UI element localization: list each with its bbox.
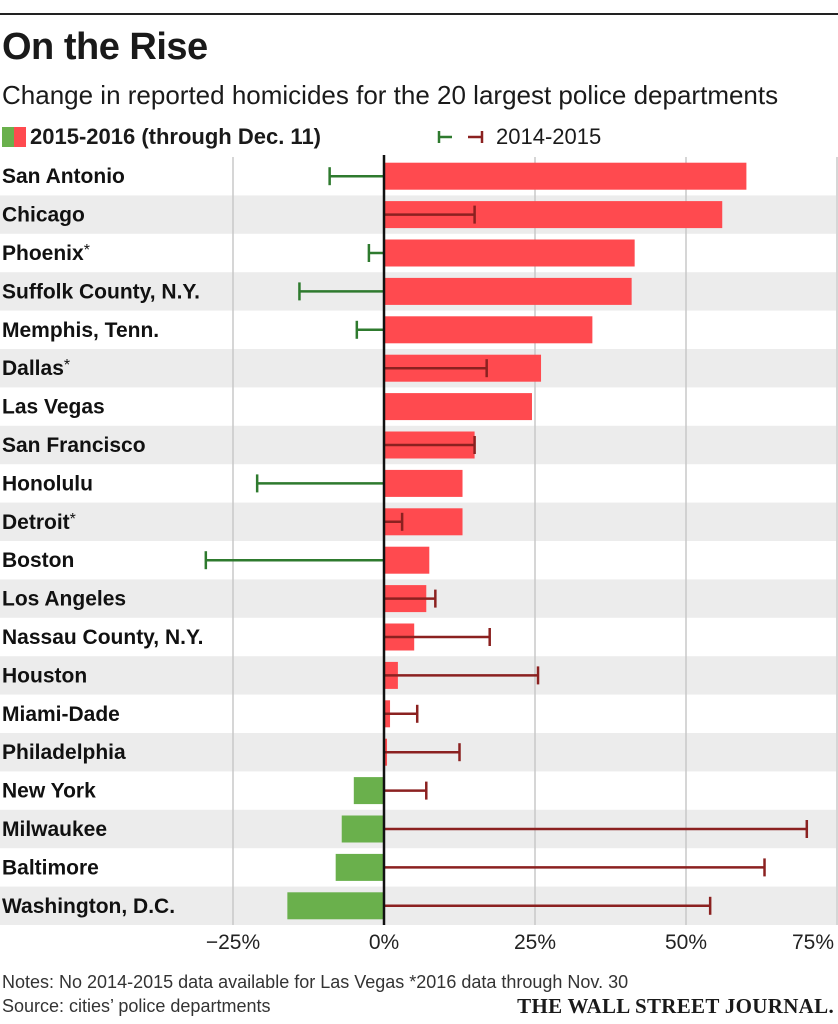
bar-17	[353, 777, 384, 805]
category-label-5: Memphis, Tenn.	[2, 319, 159, 342]
legend-range: 2014-2015	[436, 123, 601, 151]
top-rule	[0, 13, 838, 15]
bar-20	[287, 892, 384, 920]
bar-4	[384, 277, 632, 305]
range-marker-20	[384, 896, 712, 915]
range-marker-12	[384, 589, 437, 608]
bar-18	[341, 815, 384, 843]
legend-range-label: 2014-2015	[496, 124, 602, 149]
bar-1	[384, 162, 747, 190]
category-label-6: Dallas*	[2, 357, 70, 380]
category-label-15: Miami-Dade	[2, 703, 120, 726]
range-marker-17	[384, 781, 428, 800]
bar-5	[384, 316, 593, 344]
bar-7	[384, 393, 532, 421]
legend-bars: 2015-2016 (through Dec. 11)	[2, 123, 321, 151]
range-marker-18	[384, 820, 809, 838]
category-label-13: Nassau County, N.Y.	[2, 626, 204, 649]
category-label-12: Los Angeles	[2, 588, 126, 611]
range-marker-15	[384, 704, 419, 723]
bar-11	[384, 546, 430, 574]
range-marker-2	[384, 205, 476, 224]
category-label-3: Phoenix*	[2, 242, 90, 265]
category-label-10: Detroit*	[2, 511, 76, 534]
category-label-7: Las Vegas	[2, 396, 105, 419]
legend-bars-label: 2015-2016 (through Dec. 11)	[30, 124, 322, 149]
chart-notes: Notes: No 2014-2015 data available for L…	[2, 972, 629, 992]
x-tick-label: 75%	[792, 931, 834, 954]
category-label-11: Boston	[2, 549, 74, 572]
category-label-1: San Antonio	[2, 165, 125, 188]
range-marker-1	[328, 167, 384, 186]
category-label-9: Honolulu	[2, 472, 93, 495]
category-label-2: Chicago	[2, 204, 85, 227]
chart-subtitle: Change in reported homicides for the 20 …	[2, 80, 779, 110]
range-marker-10	[384, 512, 404, 531]
bar-9	[384, 469, 463, 497]
category-label-20: Washington, D.C.	[2, 895, 175, 918]
legend-range-marker	[437, 131, 484, 143]
range-marker-8	[384, 436, 476, 454]
legend-swatch-increase	[14, 127, 26, 147]
x-tick-label: 50%	[665, 931, 707, 954]
range-marker-3	[367, 244, 384, 262]
category-label-17: New York	[2, 780, 96, 803]
chart-source: Source: cities’ police departments	[2, 996, 271, 1016]
chart-title: On the Rise	[2, 26, 208, 68]
x-tick-label: 25%	[514, 931, 556, 954]
category-label-19: Baltimore	[2, 856, 99, 879]
range-marker-5	[355, 320, 384, 339]
x-tick-label: −25%	[206, 931, 260, 954]
category-label-8: San Francisco	[2, 434, 146, 457]
range-marker-14	[384, 666, 540, 685]
bar-19	[335, 853, 384, 881]
range-marker-16	[384, 743, 461, 762]
publisher-logo: THE WALL STREET JOURNAL.	[517, 994, 834, 1018]
x-tick-label: 0%	[369, 931, 399, 954]
category-label-4: Suffolk County, N.Y.	[2, 280, 200, 303]
range-marker-9	[255, 474, 384, 493]
range-marker-4	[298, 282, 384, 301]
range-marker-11	[204, 551, 384, 570]
range-marker-6	[384, 359, 488, 378]
category-label-14: Houston	[2, 664, 87, 687]
range-marker-13	[384, 628, 491, 646]
bar-3	[384, 239, 635, 267]
legend-swatch-decrease	[2, 127, 14, 147]
category-label-16: Philadelphia	[2, 741, 126, 764]
category-label-18: Milwaukee	[2, 818, 107, 841]
range-marker-19	[384, 858, 766, 877]
